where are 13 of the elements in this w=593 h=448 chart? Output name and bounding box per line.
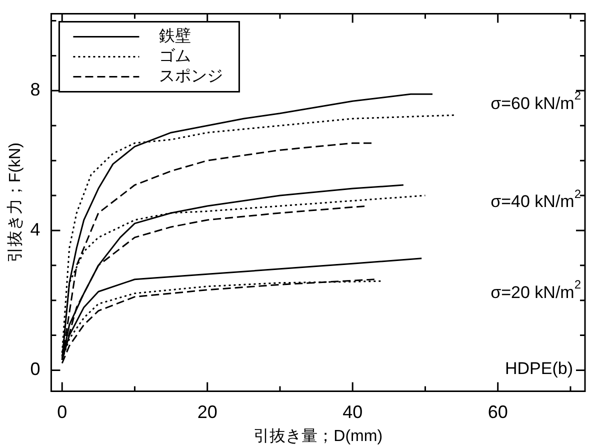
legend-label: ゴム — [159, 48, 192, 66]
x-tick-label: 60 — [488, 402, 508, 422]
annotation: HDPE(b) — [504, 358, 574, 378]
legend-label: 鉄壁 — [159, 27, 192, 46]
legend-label: スポンジ — [159, 68, 224, 86]
x-axis-title: 引抜き量；D(mm) — [254, 428, 383, 445]
y-tick-label: 8 — [30, 80, 40, 100]
x-tick-label: 0 — [57, 402, 68, 422]
x-tick-label: 40 — [342, 402, 363, 422]
y-axis-title: 引抜き力；F(kN) — [6, 142, 24, 262]
y-tick-label: 0 — [30, 359, 40, 380]
x-tick-label: 20 — [197, 402, 218, 422]
y-tick-label: 4 — [30, 219, 40, 240]
